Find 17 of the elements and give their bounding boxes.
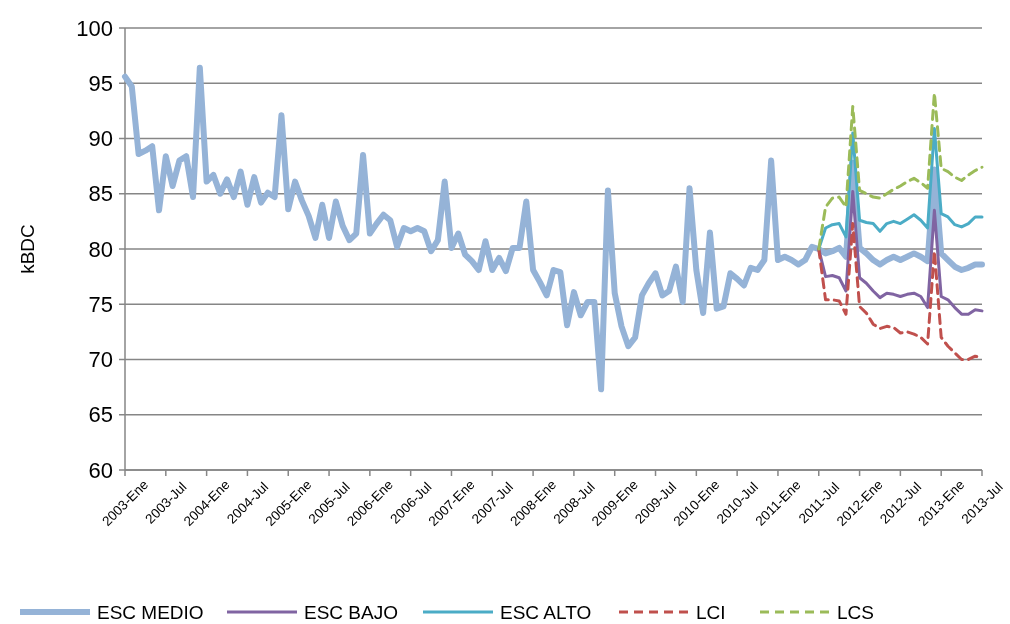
y-tick-label: 80 (88, 236, 113, 262)
line-series (817, 91, 984, 251)
y-tick-label: 100 (76, 15, 113, 41)
y-tick-label: 85 (88, 181, 113, 207)
legend-label: LCS (837, 601, 874, 623)
legend-label: LCI (696, 601, 726, 623)
y-axis-title: kBDC (17, 224, 38, 274)
y-tick-label: 60 (88, 457, 113, 483)
y-tick-label: 90 (88, 126, 113, 152)
legend-label: ESC MEDIO (97, 601, 204, 623)
line-series (817, 190, 984, 316)
y-tick-label: 65 (88, 402, 113, 428)
y-tick-label: 75 (88, 291, 113, 317)
legend-label: ESC ALTO (500, 601, 592, 623)
y-tick-label: 70 (88, 347, 113, 373)
legend-label: ESC BAJO (304, 601, 398, 623)
y-tick-label: 95 (88, 70, 113, 96)
